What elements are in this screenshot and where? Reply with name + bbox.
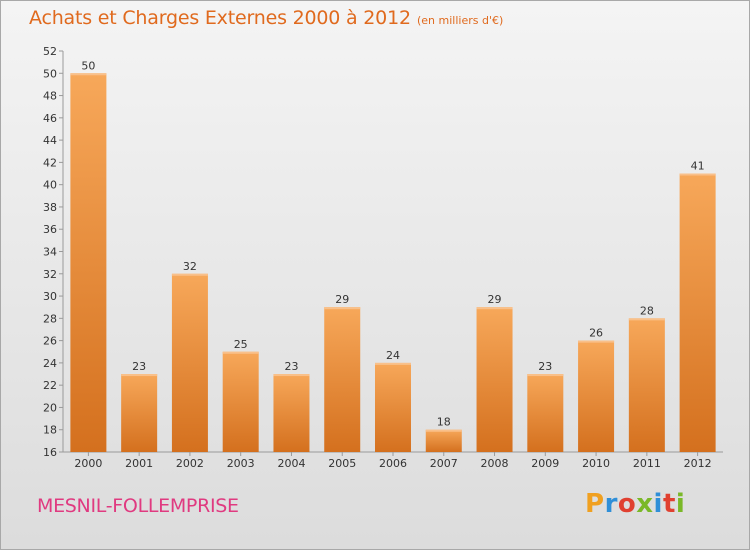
- y-tick-label: 44: [43, 134, 57, 147]
- bar-value-label: 41: [691, 160, 705, 173]
- y-tick-label: 22: [43, 379, 57, 392]
- x-tick-label: 2008: [481, 457, 509, 470]
- bar-value-label: 50: [81, 59, 95, 72]
- bar-value-label: 29: [488, 293, 502, 306]
- bar-value-label: 32: [183, 260, 197, 273]
- bar-top-highlight: [222, 351, 259, 354]
- bar-top-highlight: [375, 362, 411, 365]
- x-tick-label: 2011: [633, 457, 661, 470]
- bar-top-highlight: [70, 73, 107, 76]
- bar-value-label: 26: [589, 327, 603, 340]
- logo-letter: i: [653, 489, 663, 519]
- y-tick-label: 30: [43, 290, 57, 303]
- bar: [171, 273, 208, 452]
- logo-letter: x: [636, 489, 654, 519]
- x-tick-label: 2000: [74, 457, 102, 470]
- y-tick-label: 40: [43, 179, 57, 192]
- bar: [578, 340, 615, 452]
- logo-letter: i: [675, 489, 686, 519]
- bar-top-highlight: [273, 374, 310, 377]
- bar-value-label: 29: [335, 293, 349, 306]
- bar-value-label: 28: [640, 304, 654, 317]
- bar-top-highlight: [121, 374, 158, 377]
- y-tick-label: 42: [43, 156, 57, 169]
- bar-value-label: 24: [386, 349, 400, 362]
- y-tick-label: 16: [43, 446, 57, 459]
- bar: [527, 374, 564, 452]
- bar-top-highlight: [476, 307, 513, 310]
- bars: [70, 73, 716, 453]
- y-tick-label: 18: [43, 424, 57, 437]
- bar-top-highlight: [425, 429, 462, 432]
- bar-value-label: 18: [437, 416, 451, 429]
- logo-letter: o: [617, 489, 637, 519]
- bar-value-label: 23: [284, 360, 298, 373]
- y-tick-label: 24: [43, 357, 57, 370]
- bar: [70, 73, 107, 453]
- x-tick-label: 2007: [430, 457, 458, 470]
- y-tick-label: 32: [43, 268, 57, 281]
- bar-top-highlight: [628, 318, 665, 321]
- bar-top-highlight: [578, 340, 615, 343]
- bar: [476, 307, 513, 452]
- bar-value-label: 23: [132, 360, 146, 373]
- bar-top-highlight: [324, 307, 361, 310]
- bar: [121, 374, 158, 452]
- commune-name: MESNIL-FOLLEMPRISE: [37, 495, 239, 517]
- logo-letter: P: [585, 489, 605, 519]
- bar-top-highlight: [171, 273, 208, 276]
- y-tick-label: 50: [43, 67, 57, 80]
- x-tick-label: 2005: [328, 457, 356, 470]
- logo-letter: r: [604, 489, 618, 519]
- bar: [324, 307, 361, 452]
- y-tick-label: 34: [43, 246, 57, 259]
- bar: [375, 362, 411, 452]
- bar: [222, 351, 259, 452]
- y-tick-label: 36: [43, 223, 57, 236]
- x-tick-label: 2012: [684, 457, 712, 470]
- y-tick-label: 38: [43, 201, 57, 214]
- x-tick-label: 2009: [531, 457, 559, 470]
- y-tick-label: 26: [43, 335, 57, 348]
- chart-subtitle: (en milliers d'€): [417, 14, 504, 27]
- y-tick-label: 46: [43, 112, 57, 125]
- bar: [273, 374, 310, 452]
- bar-value-label: 23: [538, 360, 552, 373]
- x-tick-label: 2002: [176, 457, 204, 470]
- x-tick-label: 2003: [227, 457, 255, 470]
- data-labels: 50 23 32 25 23 29 24 18 29 23 26 28 41: [81, 59, 704, 428]
- logo-letter: t: [662, 489, 676, 519]
- x-tick-label: 2004: [277, 457, 305, 470]
- y-tick-label: 52: [43, 45, 57, 58]
- bar: [628, 318, 665, 452]
- bar: [679, 173, 716, 452]
- y-tick-label: 28: [43, 312, 57, 325]
- x-tick-label: 2001: [125, 457, 153, 470]
- chart-title: Achats et Charges Externes 2000 à 2012: [29, 7, 411, 29]
- x-tick-label: 2010: [582, 457, 610, 470]
- y-tick-label: 20: [43, 401, 57, 414]
- bar-top-highlight: [527, 374, 564, 377]
- bar-value-label: 25: [234, 338, 248, 351]
- proxiti-logo[interactable]: Proxiti: [585, 489, 685, 519]
- bar-top-highlight: [679, 173, 716, 176]
- bar: [425, 429, 462, 452]
- y-tick-label: 48: [43, 90, 57, 103]
- x-tick-label: 2006: [379, 457, 407, 470]
